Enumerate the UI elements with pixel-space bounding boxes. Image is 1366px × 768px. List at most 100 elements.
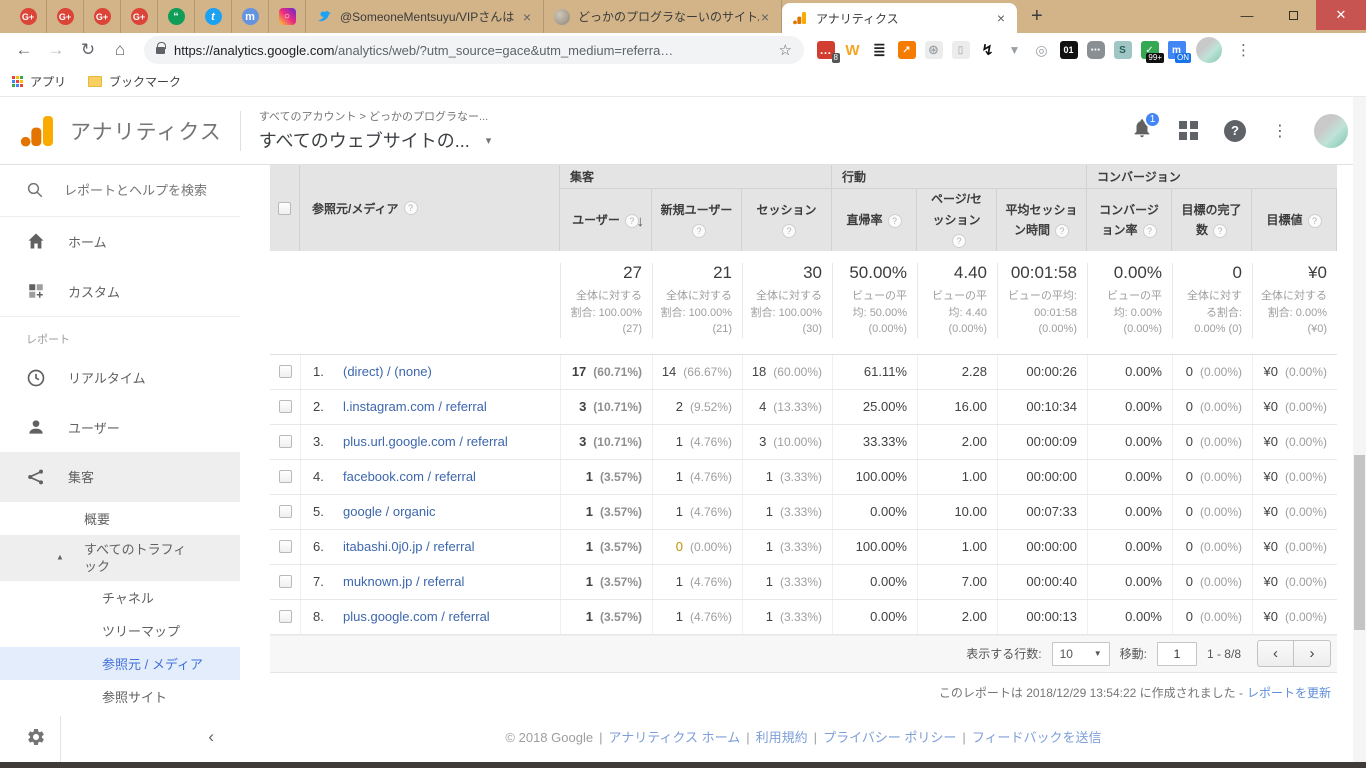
extension-icon[interactable]: ↯ xyxy=(981,42,994,59)
row-checkbox[interactable] xyxy=(278,435,292,448)
help-circle-icon[interactable]: ? xyxy=(692,223,706,238)
extension-icon[interactable]: ▼ xyxy=(1008,43,1021,57)
source-medium-link[interactable]: plus.google.com / referral xyxy=(343,609,490,624)
metric-header[interactable]: 目標の完了数? xyxy=(1172,189,1252,251)
expand-arrow-icon[interactable]: ▲ xyxy=(56,552,64,562)
extension-icon[interactable]: ⋯ xyxy=(1082,37,1109,63)
apps-shortcut[interactable]: アプリ xyxy=(12,73,66,90)
extension-icon[interactable]: ✓ 99+ xyxy=(1136,37,1164,63)
window-minimize-button[interactable]: — xyxy=(1240,7,1254,23)
home-button[interactable]: ⌂ xyxy=(114,40,126,59)
extension-icon[interactable]: W xyxy=(845,41,860,59)
source-medium-link[interactable]: (direct) / (none) xyxy=(343,364,432,379)
help-circle-icon[interactable]: ? xyxy=(1307,213,1322,228)
help-circle-icon[interactable]: ? xyxy=(403,201,418,215)
row-checkbox[interactable] xyxy=(278,575,292,588)
pinned-tab[interactable]: ○ xyxy=(269,0,306,33)
extension-icon[interactable]: ◎ xyxy=(1035,41,1048,58)
help-circle-icon[interactable]: ? xyxy=(1055,223,1069,238)
extension-icon[interactable]: … 8 xyxy=(812,37,840,63)
help-circle-icon[interactable]: ? xyxy=(624,213,639,228)
window-restore-button[interactable] xyxy=(1270,0,1316,30)
dimension-header[interactable]: 参照元/メディア ? xyxy=(300,165,560,251)
sidebar-item-overview[interactable]: 概要 xyxy=(0,502,240,536)
pinned-tab[interactable]: m xyxy=(232,0,269,33)
bookmarks-folder[interactable]: ブックマーク xyxy=(88,73,181,90)
sidebar-item-source-medium[interactable]: 参照元 / メディア xyxy=(0,646,240,680)
back-button[interactable]: ← xyxy=(15,40,33,59)
goto-page-input[interactable] xyxy=(1156,641,1197,666)
next-page-button[interactable]: › xyxy=(1294,640,1331,667)
select-all-checkbox[interactable] xyxy=(278,201,291,215)
sidebar-item-acquisition[interactable]: 集客 xyxy=(0,452,240,502)
extension-icon[interactable]: ≣ xyxy=(872,42,887,59)
row-checkbox[interactable] xyxy=(278,540,292,553)
sidebar-item-treemaps[interactable]: ツリーマップ xyxy=(0,614,240,647)
search-input[interactable] xyxy=(64,182,224,198)
row-checkbox[interactable] xyxy=(278,365,292,378)
extension-icon[interactable]: m ON xyxy=(1163,37,1191,63)
source-medium-link[interactable]: muknown.jp / referral xyxy=(343,574,465,589)
pinned-tab[interactable]: G+ xyxy=(47,0,84,33)
address-bar[interactable]: https://analytics.google.com/analytics/w… xyxy=(144,36,804,64)
extension-icon[interactable]: S xyxy=(1109,37,1136,63)
metric-header[interactable]: 直帰率? xyxy=(832,189,917,251)
row-checkbox[interactable] xyxy=(278,400,292,413)
extension-icon[interactable]: ▯ xyxy=(947,37,974,63)
pinned-tab[interactable]: G+ xyxy=(10,0,47,33)
metric-header[interactable]: セッション? xyxy=(742,189,832,251)
row-checkbox[interactable] xyxy=(278,610,292,623)
collapse-sidebar-icon[interactable]: ‹ xyxy=(208,727,214,747)
source-medium-link[interactable]: itabashi.0j0.jp / referral xyxy=(343,539,475,554)
forward-button[interactable]: → xyxy=(47,40,65,59)
user-avatar[interactable] xyxy=(1314,113,1348,148)
gear-icon[interactable] xyxy=(26,727,46,747)
metric-header[interactable]: 新規ユーザー? xyxy=(652,189,742,251)
source-medium-link[interactable]: facebook.com / referral xyxy=(343,469,476,484)
help-button[interactable]: ? xyxy=(1224,119,1246,142)
sidebar-item-audience[interactable]: ユーザー xyxy=(0,402,240,452)
help-circle-icon[interactable]: ? xyxy=(1213,223,1227,238)
sort-arrow-icon[interactable]: ↓ xyxy=(636,212,645,230)
metric-header[interactable]: ユーザー? ↓ xyxy=(560,189,652,251)
notifications-button[interactable]: 1 xyxy=(1131,111,1161,144)
sidebar-item-custom[interactable]: カスタム xyxy=(0,266,240,316)
chevron-down-icon[interactable]: ▾ xyxy=(485,134,492,147)
row-checkbox[interactable] xyxy=(278,505,292,518)
extension-icon[interactable]: ⊛ xyxy=(920,37,947,63)
extension-icon[interactable]: ↗ xyxy=(893,37,920,63)
reload-button[interactable]: ↻ xyxy=(80,40,96,59)
extension-icon[interactable]: 01 xyxy=(1055,37,1082,63)
page-scrollbar[interactable] xyxy=(1353,97,1366,762)
tab-analytics-active[interactable]: アナリティクス × xyxy=(782,3,1017,33)
sidebar-search[interactable] xyxy=(0,165,240,217)
metric-header[interactable]: 平均セッション時間? xyxy=(997,189,1087,251)
row-checkbox[interactable] xyxy=(278,470,292,483)
previous-page-button[interactable]: ‹ xyxy=(1257,640,1294,667)
source-medium-link[interactable]: google / organic xyxy=(343,504,436,519)
new-tab-button[interactable]: + xyxy=(1031,5,1043,27)
pinned-tab[interactable]: “ xyxy=(158,0,195,33)
pinned-tab[interactable]: G+ xyxy=(84,0,121,33)
tab-twitter[interactable]: @SomeoneMentsuyu/VIPさんは × xyxy=(306,0,544,33)
tab-close-icon[interactable]: × xyxy=(522,8,531,25)
browser-profile-avatar[interactable] xyxy=(1196,37,1222,63)
sidebar-item-realtime[interactable]: リアルタイム xyxy=(0,353,240,403)
metric-header[interactable]: ページ/セッション? xyxy=(917,189,997,251)
footer-link[interactable]: プライバシー ポリシー xyxy=(823,730,957,745)
bookmark-star-icon[interactable]: ☆ xyxy=(778,42,792,59)
footer-link[interactable]: アナリティクス ホーム xyxy=(608,730,741,745)
tab-close-icon[interactable]: × xyxy=(996,10,1005,26)
apps-grid-button[interactable] xyxy=(1179,121,1198,140)
footer-link[interactable]: フィードバックを送信 xyxy=(971,730,1102,745)
footer-link[interactable]: 利用規約 xyxy=(755,730,808,745)
sidebar-item-referrals[interactable]: 参照サイト xyxy=(0,680,240,713)
metric-header[interactable]: 目標値? xyxy=(1252,189,1337,251)
help-circle-icon[interactable]: ? xyxy=(887,213,902,228)
sidebar-item-home[interactable]: ホーム xyxy=(0,217,240,267)
more-vertical-icon[interactable]: ⋮ xyxy=(1272,122,1288,140)
window-close-button[interactable]: ✕ xyxy=(1316,0,1366,30)
tab-site[interactable]: どっかのプログラなーいのサイト。 × xyxy=(544,0,782,33)
refresh-report-link[interactable]: レポートを更新 xyxy=(1246,685,1331,700)
metric-header[interactable]: コンバージョン率? xyxy=(1087,189,1172,251)
